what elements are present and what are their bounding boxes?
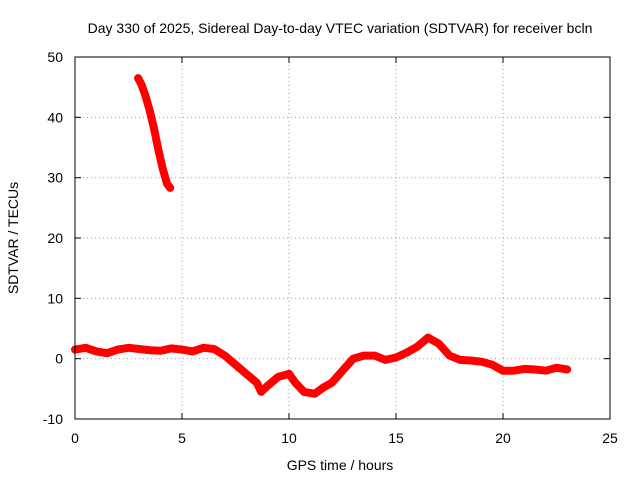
data-point: [243, 370, 250, 377]
data-point: [371, 352, 378, 359]
y-tick-label: 10: [47, 290, 63, 306]
y-axis-label: SDTVAR / TECUs: [5, 182, 21, 294]
series-layer: [71, 74, 572, 398]
data-point: [478, 358, 485, 365]
data-point: [275, 373, 282, 380]
data-point: [328, 379, 335, 386]
data-point: [532, 366, 539, 373]
data-point: [564, 366, 571, 373]
data-point: [136, 346, 143, 352]
data-point: [146, 108, 153, 115]
data-point: [159, 165, 166, 172]
data-point: [500, 367, 506, 374]
data-point: [104, 350, 111, 357]
data-point: [360, 352, 367, 359]
x-tick-label: 20: [495, 430, 511, 446]
data-point: [155, 147, 162, 154]
data-point: [221, 352, 228, 359]
x-tick-label: 0: [71, 430, 79, 446]
data-point: [253, 379, 260, 386]
x-tick-label: 10: [281, 430, 297, 446]
x-axis-label: GPS time / hours: [287, 457, 394, 473]
data-point: [425, 334, 432, 341]
y-tick-label: 0: [55, 351, 63, 367]
data-point: [157, 347, 164, 354]
data-point: [151, 126, 158, 133]
data-point: [258, 388, 265, 395]
data-point: [311, 390, 318, 397]
data-point: [168, 345, 175, 352]
data-point: [93, 348, 100, 355]
data-point: [189, 348, 196, 355]
data-point: [510, 367, 517, 374]
y-tick-label: 50: [47, 49, 63, 65]
data-point: [146, 347, 153, 354]
y-tick-label: 30: [47, 170, 63, 186]
x-tick-label: 5: [178, 430, 186, 446]
data-point: [82, 344, 89, 351]
data-point: [553, 364, 560, 371]
data-point: [179, 346, 185, 353]
data-point: [446, 352, 453, 359]
data-point: [167, 184, 174, 191]
axis-ticks: 0 5 10 15 20 25 -10 0 10 20 30 40 50: [43, 49, 618, 446]
data-point: [320, 384, 327, 391]
data-point: [135, 75, 142, 82]
data-point: [232, 361, 239, 368]
data-point: [125, 344, 132, 351]
data-point: [142, 93, 149, 100]
y-tick-label: -10: [43, 411, 63, 427]
data-point: [301, 388, 307, 395]
data-point: [164, 180, 170, 187]
x-tick-label: 25: [602, 430, 618, 446]
data-point: [403, 349, 410, 356]
y-tick-label: 40: [47, 109, 63, 125]
data-point: [114, 346, 121, 353]
chart-title: Day 330 of 2025, Sidereal Day-to-day VTE…: [88, 20, 593, 36]
y-tick-label: 20: [47, 230, 63, 246]
x-tick-label: 15: [388, 430, 404, 446]
data-point: [350, 355, 357, 362]
data-point: [286, 370, 292, 377]
data-point: [339, 367, 346, 374]
data-point: [414, 343, 421, 350]
data-point: [467, 357, 474, 364]
series-line-bcln_upper_segment: [134, 74, 175, 192]
data-point: [457, 356, 464, 363]
data-point: [264, 382, 271, 389]
data-point: [521, 365, 528, 372]
data-point: [211, 346, 218, 352]
data-point: [200, 344, 207, 351]
data-point: [292, 379, 299, 386]
data-point: [489, 361, 496, 368]
grid: [75, 57, 610, 419]
data-point: [435, 340, 442, 347]
data-point: [393, 354, 399, 361]
data-point: [382, 356, 389, 363]
data-point: [542, 367, 549, 374]
data-point: [138, 81, 145, 88]
